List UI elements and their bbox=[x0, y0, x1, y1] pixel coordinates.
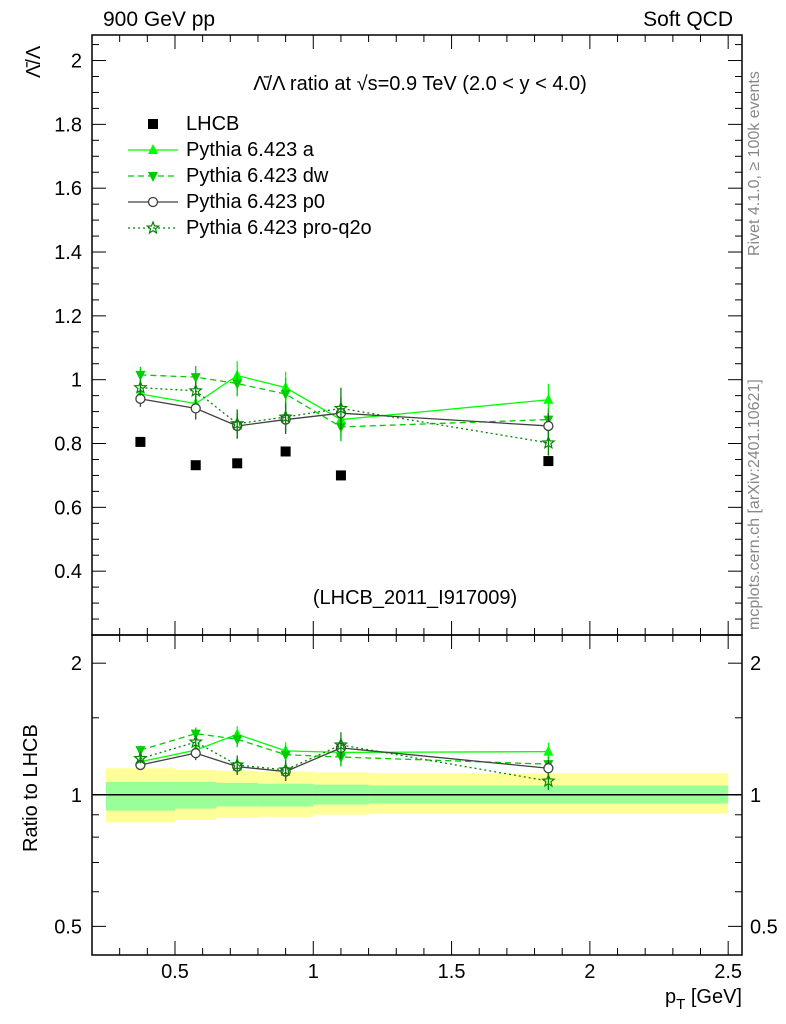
ratio-series-1-point bbox=[232, 735, 243, 746]
main-ytick-label: 0.8 bbox=[54, 434, 82, 456]
series-1-point bbox=[135, 370, 146, 381]
ratio-ytick-label: 2 bbox=[71, 653, 82, 675]
legend-series-label: Pythia 6.423 p0 bbox=[186, 191, 325, 213]
lhcb-data-point bbox=[232, 458, 243, 469]
ratio-xlabel: pT [GeV] bbox=[665, 986, 742, 1013]
legend-series-label: Pythia 6.423 a bbox=[186, 139, 315, 161]
series-1-line bbox=[140, 374, 549, 428]
series-2-point bbox=[135, 393, 146, 404]
ratio-xtick-label: 1.5 bbox=[438, 961, 466, 983]
series-2-line bbox=[140, 398, 549, 427]
series-0-point bbox=[543, 393, 554, 404]
main-ytick-label: 1 bbox=[71, 370, 82, 392]
ratio-series-0-line bbox=[140, 733, 549, 763]
ratio-ytick-label-right: 2 bbox=[750, 653, 761, 675]
series-1-point bbox=[190, 373, 201, 384]
legend-lhcb-marker bbox=[148, 119, 158, 129]
legend-series-label: Pythia 6.423 dw bbox=[186, 165, 329, 187]
ratio-series-3-point bbox=[333, 737, 349, 752]
header-right-label: Soft QCD bbox=[643, 8, 733, 31]
main-ytick-label: 1.8 bbox=[54, 114, 82, 136]
ratio-series-1-line bbox=[140, 732, 549, 765]
series-3-point bbox=[188, 383, 203, 398]
series-3-point bbox=[229, 416, 245, 430]
legend-series-marker bbox=[148, 144, 158, 154]
legend-series-label: Pythia 6.423 pro-q2o bbox=[186, 217, 372, 239]
ratio-ylabel: Ratio to LHCB bbox=[20, 724, 42, 852]
ratio-series-0-point bbox=[543, 745, 554, 756]
ratio-xtick-label: 1 bbox=[308, 961, 319, 983]
ratio-xtick-label: 2 bbox=[584, 961, 595, 983]
main-ytick-label: 1.2 bbox=[54, 306, 82, 328]
lhcb-data-point bbox=[190, 460, 201, 471]
chart-title: Λ̄/Λ ratio at √s=0.9 TeV (2.0 < y < 4.0) bbox=[253, 73, 587, 95]
series-3-line bbox=[140, 387, 549, 444]
series-2-point bbox=[543, 420, 554, 432]
ratio-xtick-label: 2.5 bbox=[714, 961, 742, 983]
series-0-line bbox=[140, 374, 549, 421]
main-ylabel: Λ̄/Λ bbox=[23, 45, 45, 78]
ratio-series-2-point bbox=[543, 763, 554, 774]
series-3-point bbox=[333, 400, 349, 415]
main-ytick-label: 1.6 bbox=[54, 178, 82, 200]
ratio-ytick-label-right: 1 bbox=[750, 785, 761, 807]
ratio-series-3-point bbox=[541, 773, 556, 788]
main-ytick-label: 0.4 bbox=[54, 561, 82, 583]
ratio-series-3-point bbox=[133, 750, 148, 765]
lhcb-data-point bbox=[543, 456, 554, 467]
ratio-series-3-point bbox=[229, 757, 245, 772]
main-ytick-label: 2 bbox=[71, 51, 82, 73]
lhcb-data-point bbox=[135, 436, 146, 447]
ratio-series-3-point bbox=[188, 734, 203, 749]
ratio-series-3-point bbox=[278, 762, 293, 777]
ratio-xtick-label: 0.5 bbox=[161, 961, 189, 983]
ratio-series-2-line bbox=[140, 747, 549, 773]
lhcb-data-point bbox=[280, 446, 291, 457]
legend-lhcb-label: LHCB bbox=[186, 113, 239, 135]
series-3-point bbox=[133, 380, 148, 394]
ratio-ytick-label-right: 0.5 bbox=[750, 916, 778, 938]
lhcb-data-point bbox=[335, 470, 346, 481]
header-left-label: 900 GeV pp bbox=[103, 8, 216, 31]
analysis-id-watermark: (LHCB_2011_I917009) bbox=[313, 587, 517, 609]
series-3-point bbox=[278, 409, 293, 424]
legend-series-marker bbox=[145, 220, 161, 235]
ratio-inner-band bbox=[105, 781, 175, 811]
series-3-point bbox=[541, 435, 556, 450]
ratio-ytick-label: 1 bbox=[71, 785, 82, 807]
ratio-series-1-point bbox=[280, 750, 291, 761]
ratio-ytick-label: 0.5 bbox=[54, 916, 82, 938]
main-ytick-label: 1.4 bbox=[54, 242, 82, 264]
main-ytick-label: 0.6 bbox=[54, 497, 82, 519]
series-1-point bbox=[232, 379, 243, 390]
series-1-point bbox=[280, 390, 291, 401]
legend-series-marker bbox=[147, 196, 159, 208]
series-2-point bbox=[190, 403, 201, 414]
ratio-series-2-point bbox=[190, 748, 201, 759]
legend-series-marker bbox=[148, 172, 158, 182]
